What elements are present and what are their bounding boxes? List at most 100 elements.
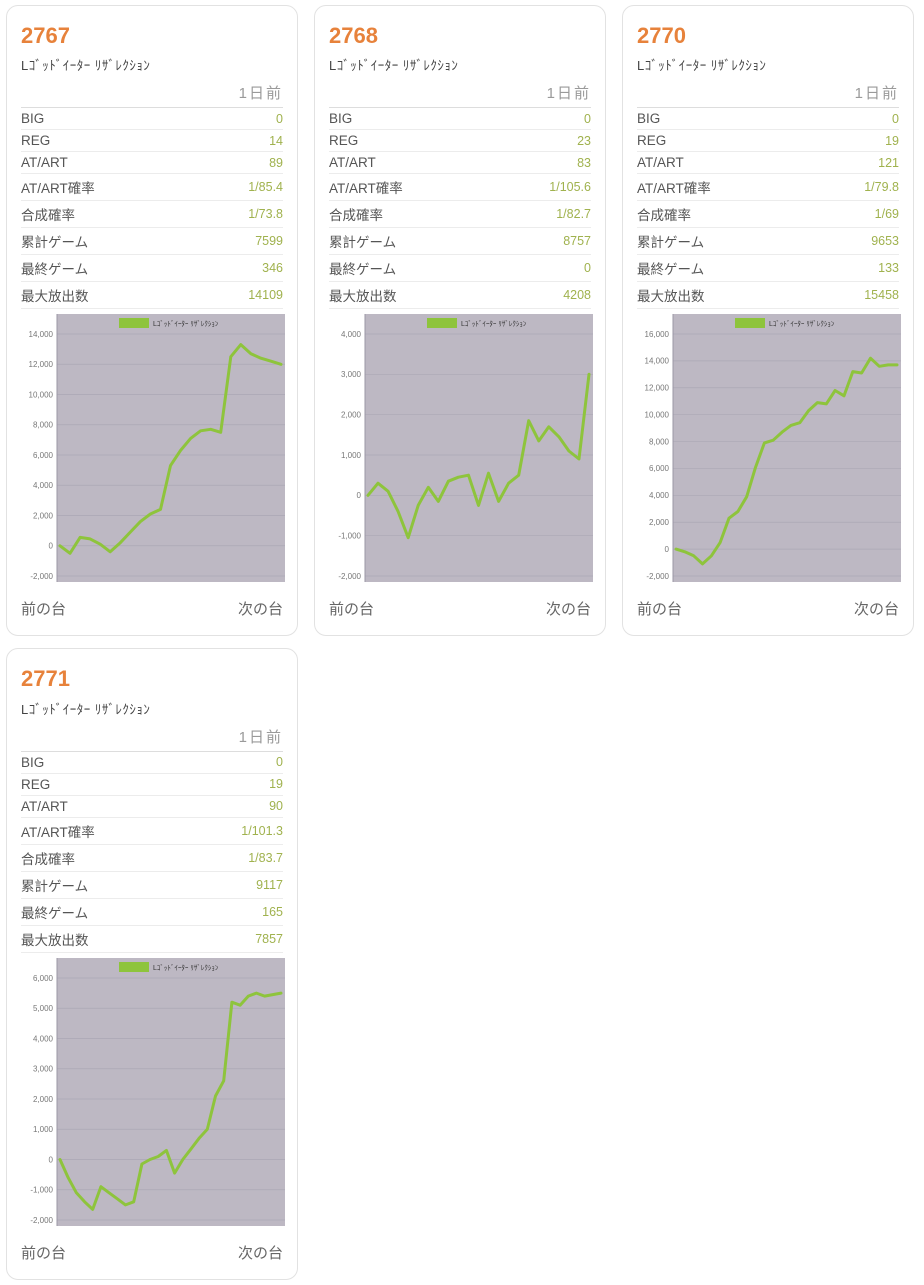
stat-label: 最終ゲーム [329,262,397,278]
legend-label: Lｺﾞｯﾄﾞｲｰﾀｰ ﾘｻﾞﾚｸｼｮﾝ [153,320,219,328]
stat-row: 最終ゲーム 346 [21,255,283,282]
stat-label: AT/ART確率 [329,181,403,197]
stat-value: 0 [892,111,899,126]
y-axis-tick-label: 0 [357,491,362,500]
chart-legend: Lｺﾞｯﾄﾞｲｰﾀｰ ﾘｻﾞﾚｸｼｮﾝ [119,318,219,329]
machine-card: 2767 Lｺﾞｯﾄﾞｲｰﾀｰ ﾘｻﾞﾚｸｼｮﾝ 1日前 BIG 0 REG 14 AT… [6,5,298,637]
card-footer: 前の台 次の台 [7,1228,297,1279]
stat-label: 最大放出数 [329,289,397,305]
stat-label: AT/ART確率 [637,181,711,197]
legend-swatch [735,318,765,329]
y-axis-tick-label: 0 [665,545,670,554]
payout-line [366,373,591,540]
payout-chart-svg: 4,000 3,000 2,000 1,000 0 -1,000 -2,000 Lｺﾞｯﾄﾞｲ… [338,314,593,583]
stats-table: BIG 0 REG 19 AT/ART 90 AT/ART確率 1/101.3 合成確率 1/83… [21,752,283,953]
prev-machine-link[interactable]: 前の台 [21,1244,67,1262]
date-label: 1日前 [238,728,283,746]
machine-name: Lｺﾞｯﾄﾞｲｰﾀｰ ﾘｻﾞﾚｸｼｮﾝ [637,58,767,74]
stat-label: AT/ART [21,155,68,171]
stat-value: 9653 [871,234,899,249]
stat-row: 最終ゲーム 133 [637,255,899,282]
stat-label: BIG [21,754,45,770]
stat-row: 合成確率 1/69 [637,201,899,228]
stat-row: 最大放出数 7857 [21,925,283,953]
stat-row: 累計ゲーム 9117 [21,871,283,899]
card-footer: 前の台 次の台 [623,584,913,635]
stat-row: AT/ART確率 1/79.8 [637,174,899,201]
stat-label: 合成確率 [21,208,75,224]
y-axis-tick-label: -2,000 [646,572,669,581]
stat-value: 0 [584,111,591,126]
chart-legend: Lｺﾞｯﾄﾞｲｰﾀｰ ﾘｻﾞﾚｸｼｮﾝ [119,961,219,972]
stat-value: 14109 [248,288,283,303]
y-axis-tick-label: 4,000 [341,330,362,339]
stat-value: 7599 [255,234,283,249]
legend-label: Lｺﾞｯﾄﾞｲｰﾀｰ ﾘｻﾞﾚｸｼｮﾝ [461,320,527,328]
stat-label: 最大放出数 [21,932,89,948]
stat-value: 1/73.8 [248,207,283,222]
date-row: 1日前 [21,718,283,752]
stat-row: AT/ART確率 1/101.3 [21,817,283,845]
next-machine-link[interactable]: 次の台 [545,601,591,619]
stat-label: 累計ゲーム [21,235,89,251]
stats-table: BIG 0 REG 14 AT/ART 89 AT/ART確率 1/85.4 合成確率 1/73.… [21,108,283,309]
card-footer: 前の台 次の台 [315,584,605,635]
stat-value: 9117 [256,877,283,892]
stat-row: 合成確率 1/83.7 [21,844,283,872]
stat-label: AT/ART [21,798,68,814]
payout-chart-svg: 16,000 14,000 12,000 10,000 8,000 6,000 4,000 2… [645,314,901,583]
stat-value: 346 [262,261,283,276]
date-row: 1日前 [637,74,899,109]
stat-label: BIG [21,111,45,127]
y-axis-tick-label: 6,000 [33,973,54,982]
stat-value: 23 [577,133,591,148]
stat-label: 累計ゲーム [329,235,397,251]
stat-label: 累計ゲーム [21,878,89,894]
next-machine-link[interactable]: 次の台 [237,1244,283,1262]
payout-chart: 14,000 12,000 10,000 8,000 6,000 4,000 2,000 0 -… [21,312,285,584]
card-footer: 前の台 次の台 [7,584,297,635]
date-label: 1日前 [238,85,283,103]
stat-value: 165 [262,904,283,919]
stat-value: 4208 [563,288,591,303]
stat-label: AT/ART確率 [21,824,95,840]
stat-label: REG [21,133,51,149]
stat-label: AT/ART [637,155,684,171]
prev-machine-link[interactable]: 前の台 [329,601,375,619]
machine-number-link[interactable]: 2767 [21,23,70,48]
legend-label: Lｺﾞｯﾄﾞｲｰﾀｰ ﾘｻﾞﾚｸｼｮﾝ [769,320,835,328]
y-axis-tick-label: 3,000 [33,1064,54,1073]
machine-number-link[interactable]: 2768 [329,23,378,48]
stat-value: 1/105.6 [549,180,591,195]
stat-value: 0 [584,261,591,276]
y-axis-tick-label: 8,000 [649,438,670,447]
date-label: 1日前 [546,85,591,103]
stat-label: REG [329,133,359,149]
y-axis-tick-label: 3,000 [341,370,362,379]
stat-label: 最大放出数 [637,289,705,305]
stat-row: 累計ゲーム 7599 [21,228,283,255]
y-axis-tick-label: 2,000 [341,411,362,420]
next-machine-link[interactable]: 次の台 [237,601,283,619]
y-axis-tick-label: 5,000 [33,1004,54,1013]
stat-row: AT/ART 83 [329,152,591,174]
stat-row: 最大放出数 14109 [21,282,283,309]
payout-line [674,356,899,566]
y-axis-tick-label: 6,000 [33,451,54,460]
stat-row: AT/ART確率 1/85.4 [21,174,283,201]
stat-label: 最終ゲーム [21,905,89,921]
stat-label: 合成確率 [637,208,691,224]
stat-value: 1/82.7 [556,207,591,222]
stat-label: 最終ゲーム [21,262,89,278]
stat-row: AT/ART確率 1/105.6 [329,174,591,201]
machine-number-link[interactable]: 2771 [21,666,70,692]
legend-swatch [427,318,457,329]
next-machine-link[interactable]: 次の台 [853,601,899,619]
machine-card: 2770 Lｺﾞｯﾄﾞｲｰﾀｰ ﾘｻﾞﾚｸｼｮﾝ 1日前 BIG 0 REG 19 AT… [622,5,914,637]
chart-legend: Lｺﾞｯﾄﾞｲｰﾀｰ ﾘｻﾞﾚｸｼｮﾝ [427,318,527,329]
prev-machine-link[interactable]: 前の台 [637,601,683,619]
stats-table: BIG 0 REG 19 AT/ART 121 AT/ART確率 1/79.8 合成確率 1/69… [637,108,899,309]
legend-swatch [119,961,149,972]
machine-number-link[interactable]: 2770 [637,23,686,48]
prev-machine-link[interactable]: 前の台 [21,601,67,619]
